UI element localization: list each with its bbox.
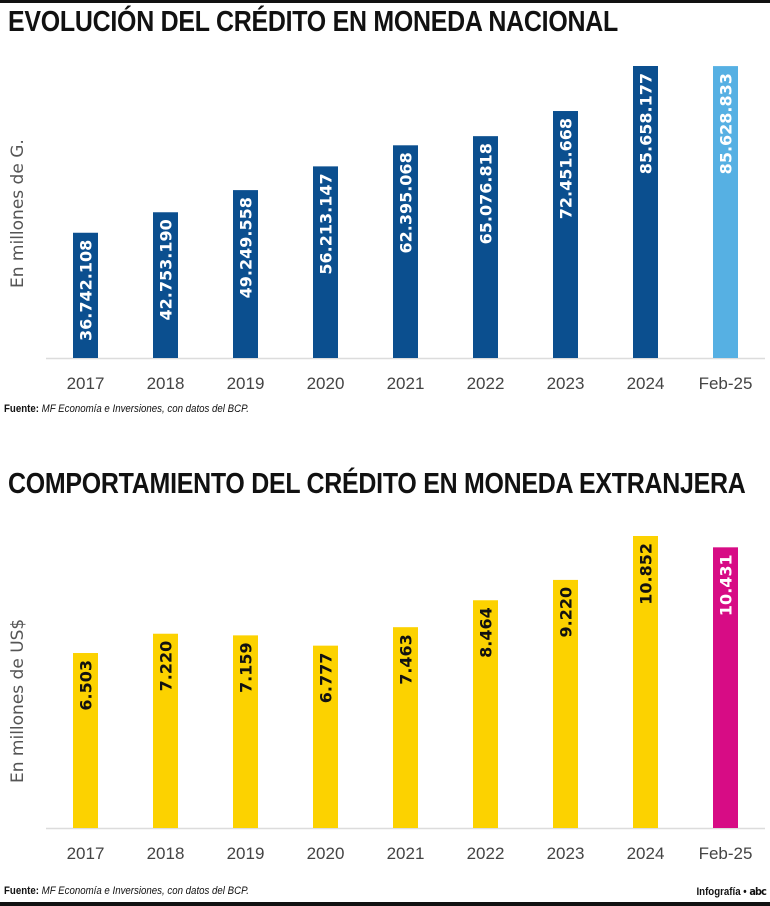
x-tick-label: 2020 (307, 374, 345, 393)
value-label: 7.463 (397, 634, 416, 685)
chart-title-nacional: EVOLUCIÓN DEL CRÉDITO EN MONEDA NACIONAL (8, 6, 618, 38)
x-tick-label: Feb-25 (699, 844, 753, 863)
bar-2017 (73, 232, 98, 358)
x-tick-label: 2018 (147, 844, 185, 863)
x-tick-label: 2019 (227, 844, 265, 863)
value-label: 72.451.668 (557, 118, 576, 219)
x-tick-label: 2024 (627, 374, 665, 393)
value-label: 65.076.818 (477, 143, 496, 244)
x-tick-label: 2021 (387, 374, 425, 393)
bar-feb-25 (713, 547, 738, 828)
value-label: 49.249.558 (237, 197, 256, 298)
bar-2023 (553, 579, 578, 828)
value-label: 62.395.068 (397, 152, 416, 253)
source-text: MF Economía e Inversiones, con datos del… (41, 403, 249, 415)
bar-chart-nacional: 36.742.108 2017 42.753.190 2018 49.249.558 20… (46, 66, 765, 393)
bar-2020 (313, 645, 338, 828)
value-label: 7.159 (237, 642, 256, 693)
bar-2022 (473, 600, 498, 828)
x-tick-label: Feb-25 (699, 374, 753, 393)
value-label: 10.852 (637, 543, 656, 605)
value-label: 6.503 (77, 660, 96, 711)
chart-title-extranjera: COMPORTAMIENTO DEL CRÉDITO EN MONEDA EXT… (8, 468, 746, 500)
value-label: 6.777 (317, 653, 336, 704)
x-tick-label: 2022 (467, 844, 505, 863)
bar-feb-25 (713, 66, 738, 358)
bar-2017 (73, 653, 98, 828)
x-tick-label: 2023 (547, 374, 585, 393)
bar-chart-extranjera: 6.503 2017 7.220 2018 7.159 2019 6.777 2020 7.46… (46, 536, 765, 863)
value-label: 7.220 (157, 641, 176, 692)
bar-2022 (473, 136, 498, 358)
source-note-extranjera: Fuente: MF Economía e Inversiones, con d… (4, 885, 249, 897)
value-label: 36.742.108 (77, 240, 96, 341)
x-tick-label: 2024 (627, 844, 665, 863)
source-note-nacional: Fuente: MF Economía e Inversiones, con d… (4, 403, 249, 415)
bar-2019 (233, 635, 258, 828)
value-label: 85.658.177 (637, 73, 656, 174)
value-label: 9.220 (557, 587, 576, 638)
bar-2021 (393, 145, 418, 358)
value-label: 42.753.190 (157, 219, 176, 320)
bar-2018 (153, 633, 178, 828)
bar-2018 (153, 212, 178, 358)
x-tick-label: 2019 (227, 374, 265, 393)
value-label: 8.464 (477, 607, 496, 658)
infographic-credit: Infografía • abc (696, 885, 767, 898)
x-tick-label: 2020 (307, 844, 345, 863)
x-tick-label: 2018 (147, 374, 185, 393)
value-label: 56.213.147 (317, 173, 336, 274)
value-label: 10.431 (717, 554, 736, 616)
x-tick-label: 2022 (467, 374, 505, 393)
abc-logo: abc (749, 885, 766, 898)
bar-2021 (393, 627, 418, 828)
x-tick-label: 2017 (67, 374, 105, 393)
source-text: MF Economía e Inversiones, con datos del… (41, 885, 249, 897)
bar-2019 (233, 190, 258, 358)
value-label: 85.628.833 (717, 73, 736, 174)
x-tick-label: 2021 (387, 844, 425, 863)
x-tick-label: 2023 (547, 844, 585, 863)
bar-2024 (633, 66, 658, 358)
x-tick-label: 2017 (67, 844, 105, 863)
bar-2020 (313, 166, 338, 358)
bottom-rule (0, 902, 770, 906)
source-label: Fuente: (4, 403, 39, 415)
credit-label: Infografía (696, 886, 741, 898)
top-rule (0, 0, 770, 3)
credit-separator: • (743, 886, 747, 898)
source-label: Fuente: (4, 885, 39, 897)
bar-2024 (633, 536, 658, 828)
bar-2023 (553, 111, 578, 358)
